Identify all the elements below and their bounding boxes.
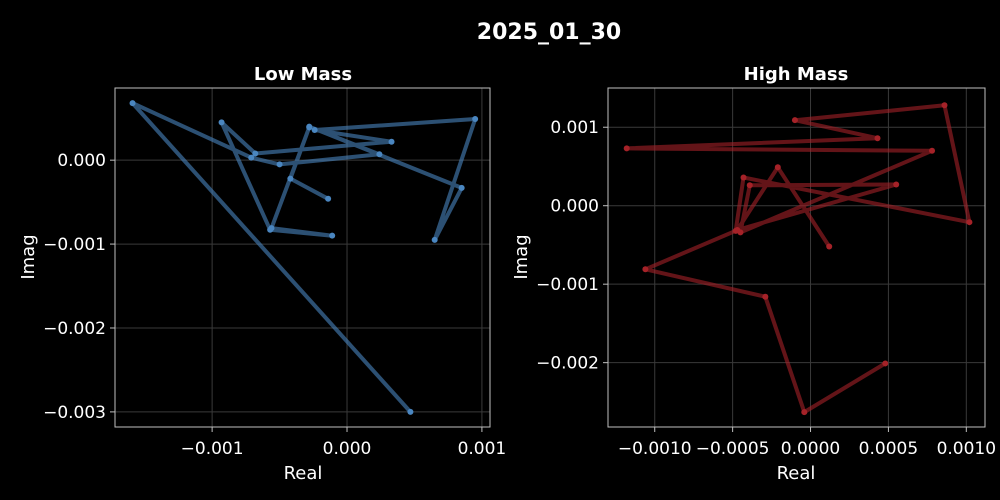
- panel-title: Low Mass: [254, 64, 352, 85]
- panel-high-mass: High Mass −0.0010 −0.0005 0.0000 0.0005 0.00…: [511, 64, 996, 484]
- ticks: −0.001 0.000 0.001 −0.003 −0.002 −0.001 0.000: [43, 151, 506, 459]
- x-tick-label: 0.0010: [937, 439, 996, 459]
- data-point: [458, 184, 465, 191]
- y-axis-label: Imag: [511, 234, 532, 279]
- data-point: [642, 266, 649, 273]
- x-tick-label: 0.0005: [859, 439, 918, 459]
- x-tick-label: −0.0005: [696, 439, 770, 459]
- data-point: [882, 360, 889, 367]
- data-point: [740, 174, 747, 181]
- data-point: [774, 164, 781, 171]
- data-point: [325, 195, 332, 202]
- y-tick-label: −0.003: [43, 403, 106, 423]
- data-point: [762, 293, 769, 300]
- data-point: [276, 161, 283, 168]
- data-point: [248, 154, 255, 161]
- data-point: [218, 119, 225, 126]
- figure-title: 2025_01_30: [477, 20, 621, 45]
- data-point: [791, 117, 798, 124]
- data-point: [407, 408, 414, 415]
- data-point: [623, 145, 630, 152]
- x-tick-label: −0.001: [181, 439, 244, 459]
- data-point: [472, 116, 479, 123]
- panel-low-mass: Low Mass −0.001 0.000 0.001−0.003−0.002−0.…: [18, 64, 506, 484]
- grid-lines: [115, 88, 490, 427]
- data-point: [388, 138, 395, 145]
- x-tick-label: 0.0000: [781, 439, 840, 459]
- plot-frame: [607, 87, 986, 428]
- x-axis-label: Real: [284, 463, 323, 484]
- data-point: [801, 409, 808, 416]
- x-axis-label: Real: [777, 463, 816, 484]
- x-tick-label: −0.0010: [618, 439, 692, 459]
- x-tick-label: 0.001: [458, 439, 507, 459]
- data-point: [306, 124, 313, 131]
- data-point: [431, 236, 438, 243]
- data-point: [966, 219, 973, 226]
- data-point: [826, 243, 833, 250]
- data-point: [268, 225, 275, 232]
- series-line: [624, 103, 972, 415]
- y-tick-label: −0.001: [536, 275, 599, 295]
- series: [129, 100, 479, 415]
- data-point: [941, 102, 948, 109]
- series: [623, 102, 973, 416]
- y-tick-label: −0.001: [43, 235, 106, 255]
- data-point: [329, 232, 336, 239]
- data-point: [252, 150, 259, 157]
- panel-title: High Mass: [744, 64, 849, 85]
- data-point: [129, 100, 136, 107]
- x-tick-label: 0.000: [323, 439, 372, 459]
- data-point: [287, 175, 294, 182]
- ticks: −0.0010 −0.0005 0.0000 0.0005 0.0010 −0.002 −0…: [536, 118, 996, 459]
- data-point: [893, 181, 900, 188]
- data-point: [874, 135, 881, 142]
- y-axis-label: Imag: [18, 234, 39, 279]
- data-point: [929, 147, 936, 154]
- y-tick-label: −0.002: [536, 354, 599, 374]
- y-tick-label: 0.001: [550, 118, 599, 138]
- y-tick-label: −0.002: [43, 319, 106, 339]
- data-point: [746, 182, 753, 189]
- y-tick-label: 0.000: [550, 197, 599, 217]
- data-point: [376, 151, 383, 158]
- grid-lines: [608, 88, 985, 427]
- plot-frame: [114, 87, 491, 428]
- series-line: [130, 101, 478, 414]
- data-point: [734, 227, 741, 234]
- data-point: [311, 126, 318, 133]
- y-tick-label: 0.000: [57, 151, 106, 171]
